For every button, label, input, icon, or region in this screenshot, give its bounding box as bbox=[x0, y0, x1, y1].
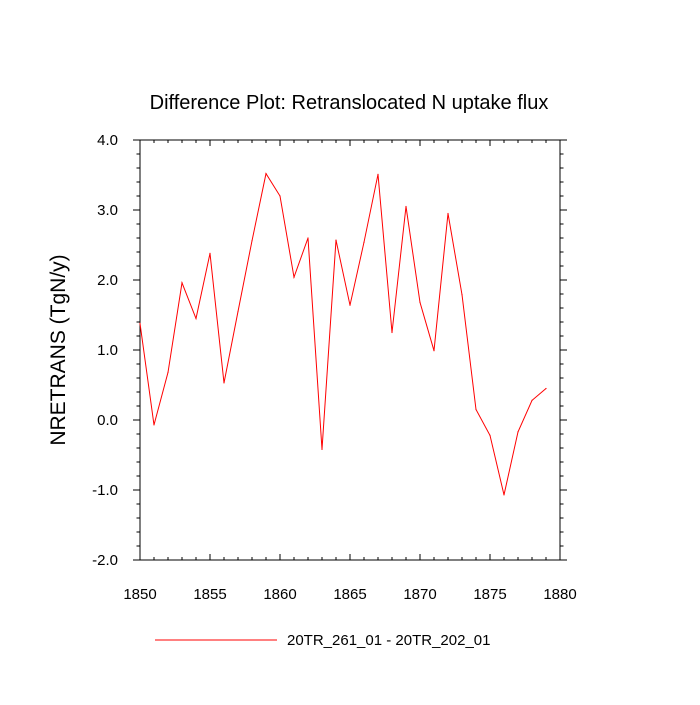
data-point bbox=[251, 240, 253, 242]
data-point bbox=[293, 276, 295, 278]
x-tick-label: 1875 bbox=[473, 586, 506, 603]
data-point bbox=[153, 424, 155, 426]
data-point bbox=[377, 173, 379, 175]
data-point bbox=[433, 350, 435, 352]
data-point bbox=[363, 241, 365, 243]
y-axis-label: NRETRANS (TgN/y) bbox=[47, 254, 70, 445]
data-point bbox=[195, 317, 197, 320]
data-point bbox=[209, 252, 211, 254]
plot-frame bbox=[139, 139, 561, 561]
data-point bbox=[517, 431, 519, 433]
y-tick-label: 0.0 bbox=[97, 412, 118, 429]
data-point bbox=[279, 195, 281, 197]
data-point bbox=[475, 408, 477, 411]
data-point bbox=[265, 173, 267, 175]
minor-ticks bbox=[136, 140, 564, 560]
data-point bbox=[447, 212, 449, 215]
data-point bbox=[321, 448, 323, 450]
data-point bbox=[237, 310, 239, 313]
tick-labels: 1850 1855 1860 1865 1870 1875 1880 -2.0 -1.0 0.0 1… bbox=[92, 132, 577, 603]
data-point bbox=[335, 239, 337, 241]
y-tick-label: 4.0 bbox=[97, 132, 118, 149]
data-points bbox=[139, 173, 547, 496]
y-tick-label: 3.0 bbox=[97, 202, 118, 219]
data-point bbox=[531, 399, 533, 401]
data-point bbox=[503, 494, 505, 496]
data-point bbox=[545, 387, 547, 390]
y-tick-label: 1.0 bbox=[97, 342, 118, 359]
data-point bbox=[419, 301, 421, 303]
legend-label: 20TR_261_01 - 20TR_202_01 bbox=[287, 632, 490, 649]
data-point bbox=[405, 205, 407, 208]
data-point bbox=[139, 322, 141, 324]
legend: 20TR_261_01 - 20TR_202_01 bbox=[155, 632, 490, 649]
x-tick-label: 1850 bbox=[123, 586, 156, 603]
data-point bbox=[181, 282, 183, 284]
x-tick-label: 1855 bbox=[193, 586, 226, 603]
data-point bbox=[223, 382, 225, 384]
y-tick-label: 2.0 bbox=[97, 272, 118, 289]
y-tick-label: -2.0 bbox=[92, 552, 118, 569]
x-tick-label: 1860 bbox=[263, 586, 296, 603]
series-line bbox=[139, 172, 547, 496]
y-tick-label: -1.0 bbox=[92, 482, 118, 499]
data-point bbox=[167, 371, 169, 373]
data-point bbox=[307, 237, 309, 239]
data-point bbox=[461, 294, 463, 296]
data-point bbox=[489, 434, 491, 436]
chart-title: Difference Plot: Retranslocated N uptake… bbox=[150, 92, 549, 114]
x-tick-label: 1880 bbox=[543, 586, 576, 603]
data-point bbox=[391, 331, 393, 334]
data-point bbox=[349, 304, 351, 306]
x-tick-label: 1865 bbox=[333, 586, 366, 603]
major-ticks bbox=[133, 139, 567, 561]
x-tick-label: 1870 bbox=[403, 586, 436, 603]
